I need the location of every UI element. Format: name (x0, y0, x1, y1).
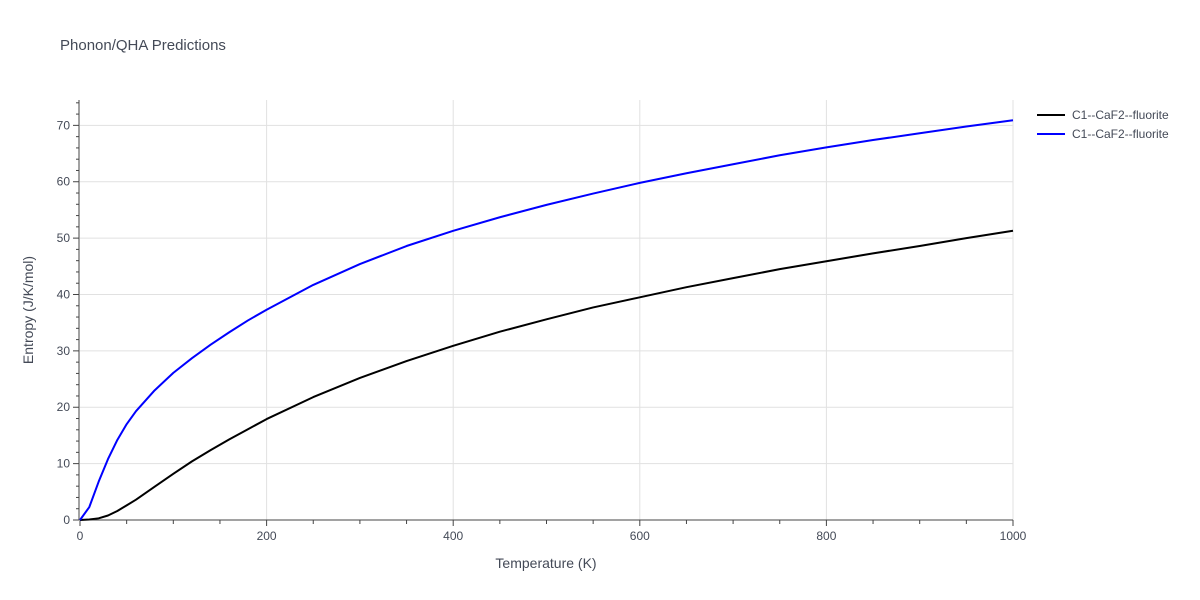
y-tick-label: 50 (57, 231, 71, 245)
x-tick-label: 200 (257, 529, 277, 543)
series-line-2 (79, 119, 1014, 521)
y-tick-label: 30 (57, 344, 71, 358)
series-line-1 (79, 229, 1014, 521)
legend[interactable]: C1--CaF2--fluorite C1--CaF2--fluorite (1037, 108, 1169, 141)
y-tick-label: 10 (57, 457, 71, 471)
x-tick-label: 600 (630, 529, 650, 543)
x-tick-label: 800 (816, 529, 836, 543)
y-axis-title: Entropy (J/K/mol) (20, 256, 36, 364)
legend-label: C1--CaF2--fluorite (1072, 108, 1169, 122)
tick-labels: 0 200 400 600 800 1000 0 10 20 30 40 50 60 70 (57, 118, 1027, 543)
series-group (79, 119, 1014, 521)
x-axis-title: Temperature (K) (495, 555, 596, 571)
axes (73, 100, 1014, 526)
grid (80, 100, 1014, 520)
chart-title: Phonon/QHA Predictions (60, 37, 226, 54)
y-tick-label: 40 (57, 287, 71, 301)
legend-item-1[interactable]: C1--CaF2--fluorite (1037, 108, 1169, 122)
x-tick-label: 0 (77, 529, 84, 543)
legend-label: C1--CaF2--fluorite (1072, 127, 1169, 141)
y-tick-label: 60 (57, 175, 71, 189)
x-tick-label: 1000 (1000, 529, 1027, 543)
y-tick-label: 70 (57, 118, 71, 132)
legend-item-2[interactable]: C1--CaF2--fluorite (1037, 127, 1169, 141)
y-tick-label: 20 (57, 400, 71, 414)
x-tick-label: 400 (443, 529, 463, 543)
y-tick-label: 0 (63, 513, 70, 527)
